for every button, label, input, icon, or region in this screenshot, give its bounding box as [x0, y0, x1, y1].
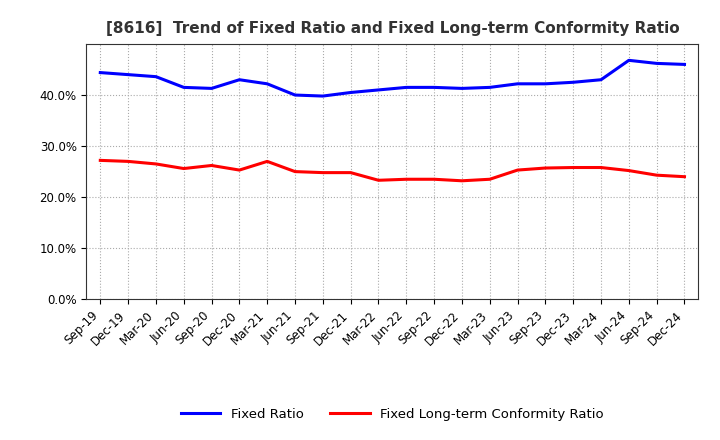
Fixed Long-term Conformity Ratio [458, 178, 467, 183]
Fixed Ratio [569, 80, 577, 85]
Fixed Long-term Conformity Ratio [652, 172, 661, 178]
Fixed Ratio [291, 92, 300, 98]
Fixed Long-term Conformity Ratio [263, 159, 271, 164]
Fixed Ratio [652, 61, 661, 66]
Fixed Long-term Conformity Ratio [291, 169, 300, 174]
Fixed Long-term Conformity Ratio [513, 168, 522, 173]
Fixed Long-term Conformity Ratio [207, 163, 216, 168]
Fixed Long-term Conformity Ratio [346, 170, 355, 175]
Fixed Ratio [124, 72, 132, 77]
Fixed Ratio [318, 93, 327, 99]
Title: [8616]  Trend of Fixed Ratio and Fixed Long-term Conformity Ratio: [8616] Trend of Fixed Ratio and Fixed Lo… [106, 21, 679, 36]
Fixed Ratio [541, 81, 550, 86]
Fixed Ratio [235, 77, 243, 82]
Fixed Long-term Conformity Ratio [597, 165, 606, 170]
Fixed Ratio [458, 86, 467, 91]
Fixed Long-term Conformity Ratio [318, 170, 327, 175]
Fixed Ratio [179, 85, 188, 90]
Fixed Long-term Conformity Ratio [680, 174, 689, 180]
Fixed Ratio [152, 74, 161, 79]
Fixed Ratio [513, 81, 522, 86]
Fixed Long-term Conformity Ratio [152, 161, 161, 167]
Fixed Ratio [485, 85, 494, 90]
Fixed Long-term Conformity Ratio [374, 178, 383, 183]
Fixed Long-term Conformity Ratio [430, 176, 438, 182]
Fixed Ratio [207, 86, 216, 91]
Fixed Long-term Conformity Ratio [179, 166, 188, 171]
Legend: Fixed Ratio, Fixed Long-term Conformity Ratio: Fixed Ratio, Fixed Long-term Conformity … [176, 403, 609, 426]
Fixed Ratio [402, 85, 410, 90]
Fixed Long-term Conformity Ratio [624, 168, 633, 173]
Fixed Long-term Conformity Ratio [96, 158, 104, 163]
Fixed Long-term Conformity Ratio [124, 159, 132, 164]
Fixed Ratio [346, 90, 355, 95]
Fixed Ratio [624, 58, 633, 63]
Fixed Ratio [96, 70, 104, 75]
Fixed Long-term Conformity Ratio [402, 176, 410, 182]
Fixed Ratio [263, 81, 271, 86]
Fixed Long-term Conformity Ratio [485, 176, 494, 182]
Line: Fixed Ratio: Fixed Ratio [100, 60, 685, 96]
Fixed Ratio [680, 62, 689, 67]
Fixed Ratio [374, 87, 383, 92]
Fixed Ratio [430, 85, 438, 90]
Fixed Long-term Conformity Ratio [235, 168, 243, 173]
Line: Fixed Long-term Conformity Ratio: Fixed Long-term Conformity Ratio [100, 160, 685, 181]
Fixed Long-term Conformity Ratio [569, 165, 577, 170]
Fixed Long-term Conformity Ratio [541, 165, 550, 171]
Fixed Ratio [597, 77, 606, 82]
